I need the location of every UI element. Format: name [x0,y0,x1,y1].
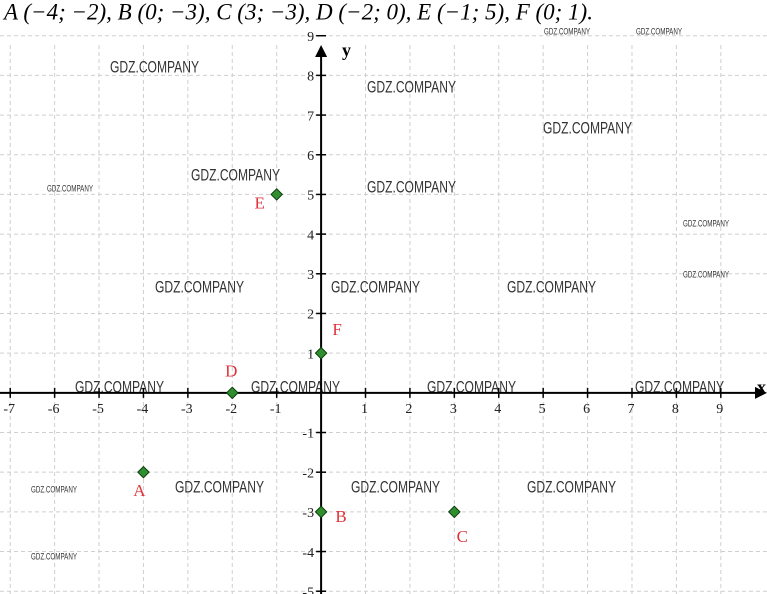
x-tick-label: -4 [137,402,149,417]
y-tick-label: 9 [307,30,314,45]
point-label: E [254,193,264,212]
watermark: GDZ.COMPANY [544,26,590,36]
watermark: GDZ.COMPANY [367,177,456,196]
point-label: F [332,320,341,339]
x-axis-label: x [757,377,766,397]
y-axis-label: y [342,40,351,60]
x-tick-label: 5 [539,402,546,417]
y-tick-label: 7 [307,109,314,124]
watermark: GDZ.COMPANY [47,183,93,193]
watermark: GDZ.COMPANY [155,277,244,296]
watermark: GDZ.COMPANY [331,277,420,296]
x-tick-label: -3 [181,402,193,417]
point [270,188,284,201]
watermark: GDZ.COMPANY [507,277,596,296]
x-tick-label: 8 [672,402,679,417]
point [314,505,328,519]
watermark: GDZ.COMPANY [191,165,280,184]
y-tick-label: 3 [307,268,314,283]
x-tick-label: 6 [583,402,590,417]
watermark: GDZ.COMPANY [110,57,199,76]
watermark: GDZ.COMPANY [31,551,77,561]
x-tick-label: 7 [627,402,634,417]
watermark: GDZ.COMPANY [251,377,340,396]
y-tick-label: -3 [302,506,314,521]
y-axis-arrow [315,45,328,57]
x-tick-label: 4 [494,402,501,417]
watermark: GDZ.COMPANY [636,26,682,36]
watermark: GDZ.COMPANY [527,477,616,496]
y-tick-label: 5 [307,189,314,204]
chart-title: A (−4; −2), B (0; −3), C (3; −3), D (−2;… [2,0,593,24]
watermark: GDZ.COMPANY [683,269,729,279]
y-tick-label: 6 [307,149,314,164]
y-tick-label: 8 [307,70,314,85]
x-tick-label: -6 [48,402,60,417]
y-tick-label: -1 [302,427,314,442]
point-label: D [225,362,237,381]
y-tick-label: 4 [307,228,314,243]
point [447,505,461,519]
x-axis-arrow [755,386,767,399]
y-tick-label: 2 [307,308,314,323]
x-tick-label: -7 [3,402,15,417]
watermark: GDZ.COMPANY [683,218,729,228]
point [225,386,239,400]
watermark: GDZ.COMPANY [351,477,440,496]
watermark: GDZ.COMPANY [31,484,77,494]
watermark: GDZ.COMPANY [635,377,724,396]
point-label: B [335,507,346,526]
point [137,465,150,479]
watermark: GDZ.COMPANY [175,477,264,496]
point-label: A [133,481,146,500]
x-tick-label: 2 [405,402,412,417]
x-tick-label: 3 [450,402,457,417]
point [314,346,328,360]
x-tick-label: -1 [270,402,282,417]
y-tick-label: -5 [302,585,314,594]
point-label: C [457,527,468,546]
watermark: GDZ.COMPANY [427,377,516,396]
x-tick-label: -2 [225,402,237,417]
y-tick-label: -2 [302,466,314,481]
x-tick-label: 1 [361,402,368,417]
watermark: GDZ.COMPANY [543,118,632,137]
y-tick-label: -4 [302,546,314,561]
watermark: GDZ.COMPANY [75,377,164,396]
x-tick-label: -5 [92,402,104,417]
watermark: GDZ.COMPANY [367,77,456,96]
x-tick-label: 9 [716,402,723,417]
y-tick-label: 1 [307,347,314,362]
